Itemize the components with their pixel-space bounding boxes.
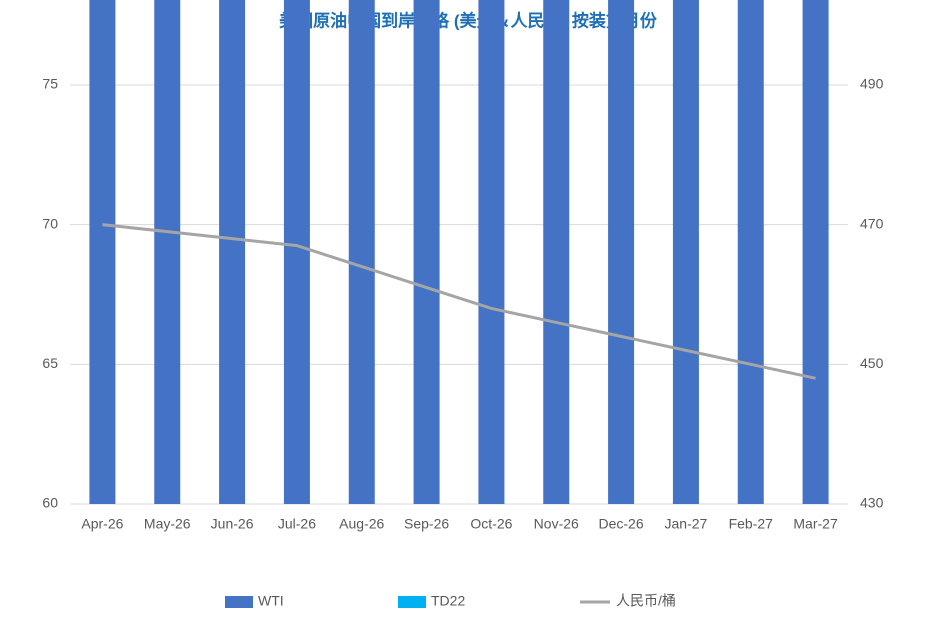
- y2-tick-label: 470: [860, 215, 884, 231]
- y2-tick-label: 490: [860, 76, 884, 92]
- legend-label: TD22: [431, 593, 465, 609]
- chart-title: 美国原油中国到岸价格 (美元＆人民币) 按装货月份: [279, 10, 658, 30]
- x-tick-label: Dec-26: [599, 516, 644, 532]
- bar: [737, 0, 764, 504]
- y-tick-label: 75: [42, 76, 58, 92]
- legend-swatch: [398, 596, 426, 608]
- legend-label: WTI: [258, 593, 284, 609]
- x-tick-label: Jul-26: [278, 516, 316, 532]
- bar: [478, 0, 505, 504]
- x-tick-label: Apr-26: [81, 516, 123, 532]
- bar: [283, 0, 310, 504]
- bar: [154, 0, 181, 504]
- x-tick-label: Sep-26: [404, 516, 449, 532]
- bar: [413, 0, 440, 504]
- x-tick-label: Aug-26: [339, 516, 384, 532]
- y-tick-label: 60: [42, 495, 58, 511]
- x-tick-label: Oct-26: [470, 516, 512, 532]
- x-tick-label: May-26: [144, 516, 191, 532]
- y-tick-label: 70: [42, 215, 58, 231]
- bar: [608, 0, 635, 504]
- bar: [672, 0, 699, 504]
- y-tick-label: 65: [42, 355, 58, 371]
- x-tick-label: Jan-27: [665, 516, 708, 532]
- bar: [348, 0, 375, 504]
- bar: [543, 0, 570, 504]
- x-tick-label: Feb-27: [729, 516, 774, 532]
- x-tick-label: Nov-26: [534, 516, 579, 532]
- legend-swatch: [225, 596, 253, 608]
- y2-tick-label: 450: [860, 355, 884, 371]
- legend-label: 人民币/桶: [616, 593, 676, 609]
- x-tick-label: Jun-26: [211, 516, 254, 532]
- bar: [89, 0, 116, 504]
- bar: [802, 0, 829, 504]
- line: [102, 223, 816, 380]
- y2-tick-label: 430: [860, 495, 884, 511]
- bar: [219, 0, 246, 504]
- x-tick-label: Mar-27: [793, 516, 838, 532]
